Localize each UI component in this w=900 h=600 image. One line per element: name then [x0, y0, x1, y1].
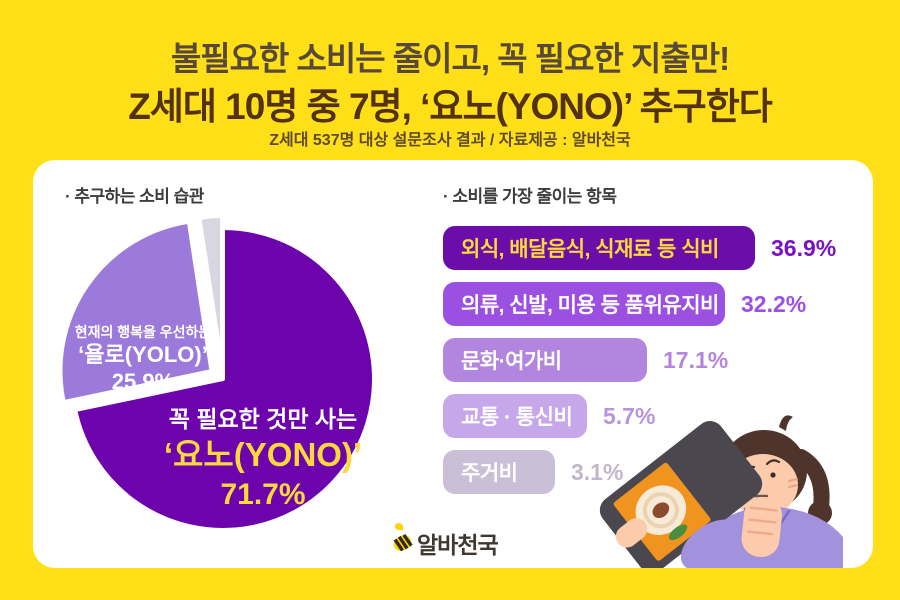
bar-section-title: · 소비를 가장 줄이는 항목 [443, 187, 617, 206]
bar-value: 17.1% [663, 346, 729, 373]
bar-value: 3.1% [571, 458, 624, 485]
bar-value: 32.2% [741, 290, 807, 317]
bar: 외식, 배달음식, 식재료 등 식비 [443, 226, 755, 270]
subtitle: Z세대 537명 대상 설문조사 결과 / 자료제공 : 알바천국 [269, 132, 631, 149]
bee-icon [393, 523, 413, 552]
pie-section-title: · 추구하는 소비 습관 [65, 187, 204, 206]
logo-text: 알바천국 [417, 532, 499, 558]
bar: 문화·여가비 [443, 338, 647, 382]
bar: 교통 · 통신비 [443, 394, 587, 438]
pie-slice [58, 219, 214, 405]
thumb-shape [615, 518, 648, 548]
bar-value: 36.9% [771, 234, 837, 261]
logo: 알바천국 [391, 522, 499, 560]
content-card: · 추구하는 소비 습관 · 소비를 가장 줄이는 항목 현재의 행복을 우선하… [33, 160, 873, 568]
bar: 주거비 [443, 450, 555, 494]
bar-row: 교통 · 통신비 5.7% [443, 394, 836, 438]
bar-value: 5.7% [603, 402, 656, 429]
hair-tuft-shape [779, 415, 793, 431]
bar-row: 의류, 신발, 미용 등 품위유지비 32.2% [443, 282, 836, 326]
pie-slice [197, 214, 225, 370]
pie-chart [58, 214, 376, 532]
bar: 의류, 신발, 미용 등 품위유지비 [443, 282, 725, 326]
hand-on-chin-shape [741, 496, 783, 558]
pie-slice [73, 226, 376, 532]
sleeve-shape [680, 519, 742, 568]
bar-row: 외식, 배달음식, 식재료 등 식비 36.9% [443, 226, 836, 270]
bar-row: 문화·여가비 17.1% [443, 338, 836, 382]
title-line2: Z세대 10명 중 7명, ‘요노(YONO)’ 추구한다 [128, 86, 773, 127]
title-line1: 불필요한 소비는 줄이고, 꼭 필요한 지출만! [170, 40, 730, 77]
bar-chart: 외식, 배달음식, 식재료 등 식비 36.9% 의류, 신발, 미용 등 품위유지… [443, 226, 836, 494]
bar-row: 주거비 3.1% [443, 450, 836, 494]
illustration-girl-with-phone [599, 415, 843, 568]
